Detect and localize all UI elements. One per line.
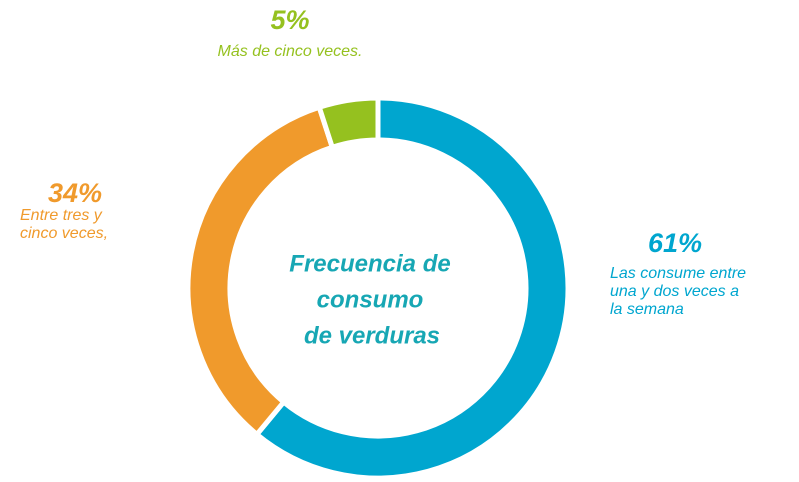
value-label: 34% <box>48 178 102 208</box>
category-label: Entre tres y <box>20 207 103 224</box>
value-label: 5% <box>270 5 309 35</box>
category-label: Las consume entre <box>610 265 746 282</box>
value-label: 61% <box>648 228 702 258</box>
category-label: la semana <box>610 301 684 318</box>
category-label: Más de cinco veces. <box>218 43 363 60</box>
chart-title: de verduras <box>304 322 440 349</box>
donut-segment <box>253 95 571 481</box>
category-label: una y dos veces a <box>610 283 739 300</box>
category-label: cinco veces, <box>20 225 108 242</box>
donut-segment <box>316 95 381 151</box>
chart-title: Frecuencia de <box>289 250 450 277</box>
chart-title: consumo <box>317 286 424 313</box>
